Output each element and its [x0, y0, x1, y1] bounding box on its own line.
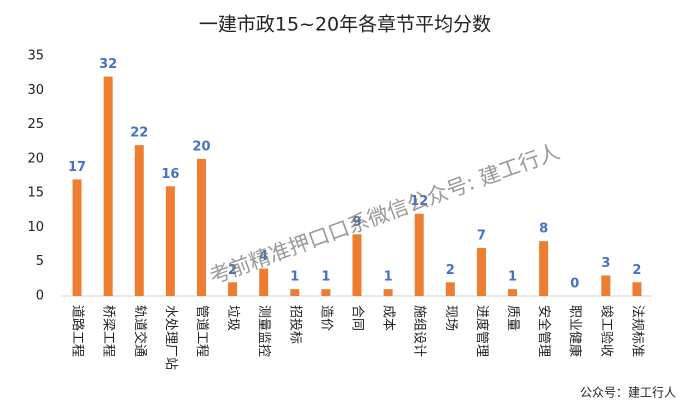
bar [383, 289, 393, 296]
x-tick-label: 测量监控 [256, 305, 271, 357]
bar [632, 282, 642, 296]
data-label: 1 [290, 270, 299, 285]
y-tick-label: 15 [27, 186, 44, 201]
y-tick-label: 10 [27, 220, 44, 235]
data-label: 1 [321, 270, 330, 285]
data-label: 4 [259, 249, 268, 264]
bar [290, 289, 300, 296]
bar [476, 248, 486, 296]
data-label: 20 [192, 139, 210, 154]
x-tick-label: 进度管理 [474, 305, 490, 357]
x-tick-label: 职业健康 [567, 305, 583, 357]
data-label: 0 [570, 277, 579, 292]
bar [321, 289, 331, 296]
x-tick-label: 成本 [381, 305, 396, 331]
chart-title: 一建市政15~20年各章节平均分数 [199, 14, 491, 36]
x-tick-label: 招投标 [287, 305, 303, 344]
x-tick-label: 垃圾 [225, 305, 240, 331]
data-label: 9 [352, 215, 361, 230]
x-tick-label: 竣工验收 [598, 305, 614, 357]
bar [414, 213, 424, 296]
x-tick-label: 施组设计 [412, 305, 427, 357]
data-label: 1 [384, 270, 393, 285]
x-tick-label: 桥梁工程 [101, 305, 116, 357]
bar [228, 282, 238, 296]
y-tick-label: 30 [27, 83, 44, 98]
data-label: 12 [410, 194, 428, 209]
y-tick-label: 35 [27, 49, 44, 64]
x-tick-label: 水处理厂站 [163, 305, 178, 370]
y-tick-label: 20 [27, 151, 44, 166]
data-label: 2 [228, 263, 237, 278]
bar [601, 275, 611, 296]
bar [445, 282, 455, 296]
x-tick-label: 现场 [443, 305, 458, 331]
bar [134, 145, 144, 296]
bar [103, 76, 113, 296]
watermark: 考前精准押口口系微信公众号: 建工行人 [206, 139, 563, 288]
data-label: 22 [130, 126, 148, 141]
bar [72, 179, 82, 296]
y-tick-label: 5 [36, 254, 44, 269]
bar [508, 289, 518, 296]
data-label: 16 [161, 167, 179, 182]
x-tick-label: 管道工程 [194, 305, 209, 357]
data-label: 2 [632, 263, 641, 278]
y-tick-label: 25 [27, 117, 44, 132]
x-tick-label: 质量 [505, 305, 520, 331]
bar [165, 186, 175, 296]
y-tick-label: 0 [36, 289, 44, 304]
data-label: 32 [99, 57, 117, 72]
x-tick-label: 法规标准 [629, 305, 644, 357]
x-tick-label: 轨道交通 [132, 305, 148, 357]
bar [539, 241, 549, 296]
x-tick-label: 道路工程 [70, 305, 86, 357]
bar [259, 268, 269, 296]
data-label: 1 [508, 270, 517, 285]
x-tick-label: 合同 [350, 305, 365, 331]
x-tick-label: 造价 [318, 305, 333, 331]
data-label: 3 [601, 256, 610, 271]
x-tick-label: 安全管理 [536, 305, 552, 357]
data-label: 2 [446, 263, 455, 278]
bar [352, 234, 362, 296]
data-label: 17 [68, 160, 86, 175]
data-label: 8 [539, 222, 548, 237]
footer-note: 公众号：建工行人 [580, 386, 676, 400]
data-label: 7 [477, 229, 486, 244]
bar [196, 158, 206, 296]
